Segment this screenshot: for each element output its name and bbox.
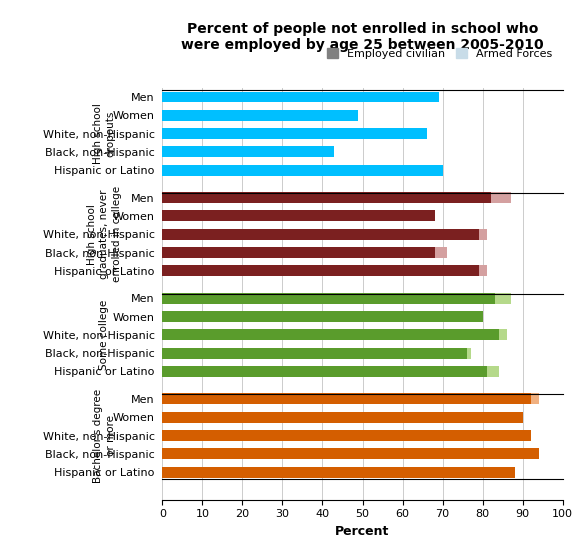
Bar: [434, 247, 447, 258]
Bar: [162, 449, 539, 460]
Bar: [162, 467, 514, 478]
Text: High school
dropouts: High school dropouts: [93, 103, 115, 164]
Bar: [162, 165, 443, 176]
Text: Some college: Some college: [99, 300, 110, 370]
Bar: [162, 329, 499, 340]
Bar: [466, 348, 470, 358]
Bar: [162, 192, 491, 203]
Bar: [499, 329, 506, 340]
Bar: [162, 412, 523, 423]
Bar: [478, 265, 487, 276]
Text: High school
graduates, never
enrolled in college: High school graduates, never enrolled in…: [87, 186, 122, 282]
Bar: [162, 247, 434, 258]
Bar: [491, 192, 510, 203]
Title: Percent of people not enrolled in school who
were employed by age 25 between 200: Percent of people not enrolled in school…: [181, 22, 544, 52]
Bar: [162, 394, 531, 405]
Bar: [162, 293, 495, 304]
X-axis label: Percent: Percent: [335, 525, 390, 538]
Bar: [162, 128, 426, 139]
Bar: [162, 348, 466, 358]
Bar: [495, 293, 510, 304]
Bar: [162, 430, 531, 441]
Bar: [162, 366, 487, 377]
Bar: [162, 265, 478, 276]
Bar: [162, 92, 438, 103]
Bar: [162, 311, 483, 322]
Bar: [162, 229, 478, 240]
Bar: [162, 147, 335, 158]
Legend: Employed civilian, Armed Forces: Employed civilian, Armed Forces: [322, 44, 557, 63]
Text: Bachelor's degree
or more: Bachelor's degree or more: [93, 389, 115, 483]
Bar: [162, 210, 434, 221]
Bar: [478, 229, 487, 240]
Bar: [487, 366, 499, 377]
Bar: [531, 394, 539, 405]
Bar: [162, 110, 358, 121]
